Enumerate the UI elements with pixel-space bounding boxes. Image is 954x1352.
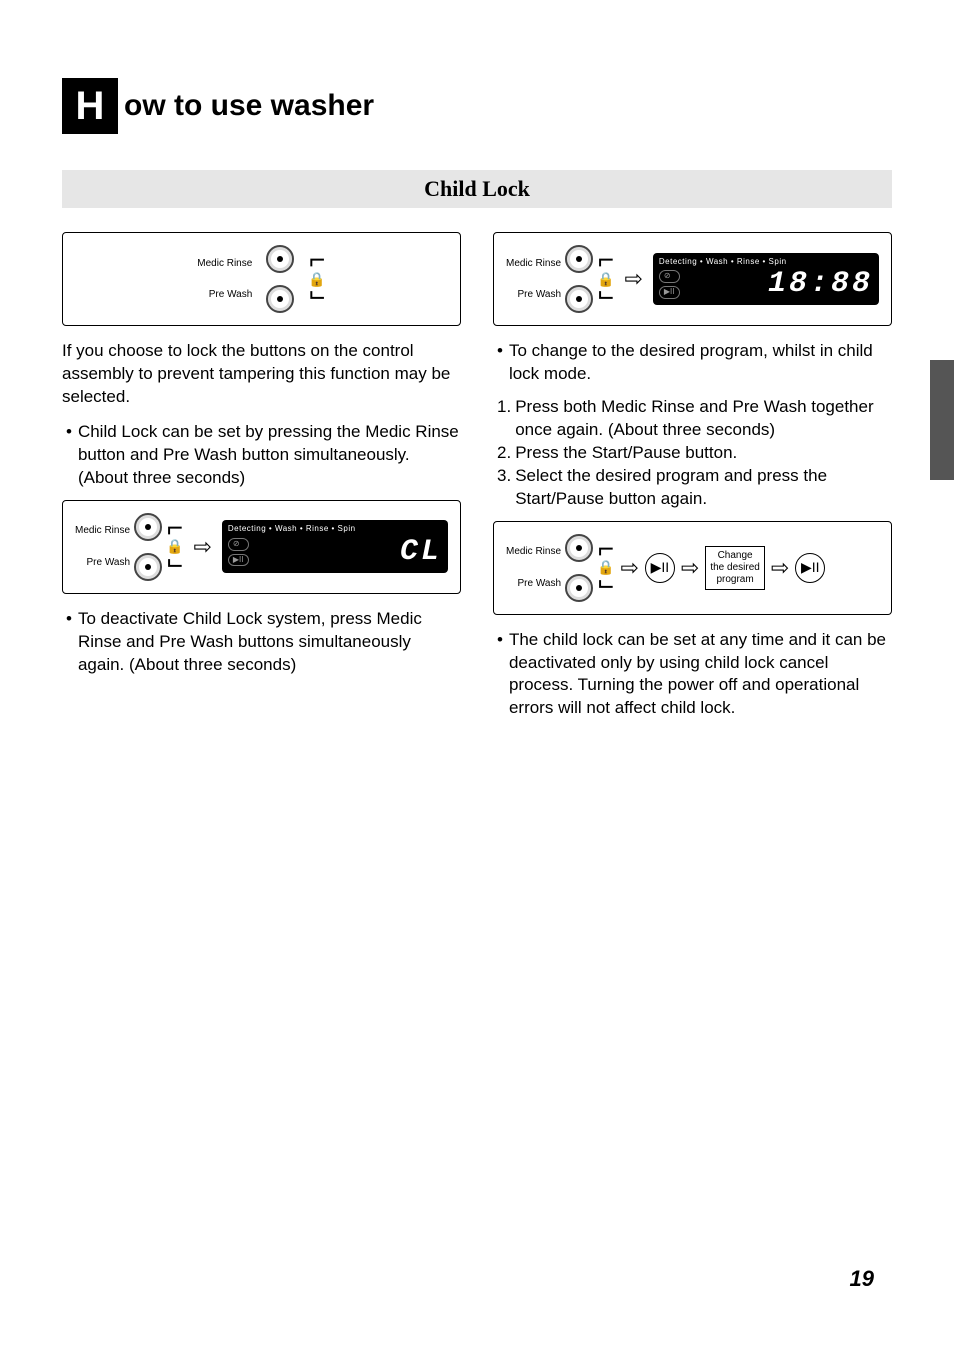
bullet-deactivate: • To deactivate Child Lock system, press…	[62, 608, 461, 677]
bracket-bot: ⌐	[167, 556, 183, 576]
step-3-text: Select the desired program and press the…	[515, 465, 892, 511]
figure-buttons-to-cl: Medic Rinse Pre Wash ⌐ 🔒 ⌐ ⇨ Detec	[62, 500, 461, 594]
display-mini-icons: ⊘ ▶II	[228, 538, 249, 567]
label-medic-rinse: Medic Rinse	[197, 257, 252, 271]
arrow-icon: ⇨	[193, 532, 211, 562]
button-stack	[134, 513, 162, 581]
arrow-icon: ⇨	[681, 553, 699, 583]
display-panel-time: Detecting • Wash • Rinse • Spin ⊘ ▶II 18…	[653, 253, 879, 306]
step-number: 3.	[497, 465, 511, 511]
play-icon: ▶II	[228, 554, 249, 567]
medic-rinse-button-icon	[266, 245, 294, 273]
section-subtitle: Child Lock	[62, 170, 892, 208]
step-1: 1. Press both Medic Rinse and Pre Wash t…	[497, 396, 892, 442]
display-mini-icons: ⊘ ▶II	[659, 270, 680, 299]
change-program-box: Change the desired program	[705, 546, 764, 590]
bracket-top: ⌐	[598, 250, 614, 270]
bullet-change-intro: • To change to the desired program, whil…	[493, 340, 892, 386]
page-number: 19	[850, 1266, 874, 1292]
bracket-bot: ⌐	[598, 288, 614, 308]
display-status-line: Detecting • Wash • Rinse • Spin	[659, 257, 873, 268]
arrow-icon: ⇨	[624, 264, 642, 294]
bracket-top: ⌐	[167, 518, 183, 538]
label-pre-wash: Pre Wash	[87, 556, 131, 570]
button-stack	[565, 245, 593, 313]
label-pre-wash: Pre Wash	[209, 288, 253, 302]
bullet-change-intro-text: To change to the desired program, whilst…	[509, 340, 892, 386]
label-pre-wash: Pre Wash	[518, 288, 562, 302]
bullet-dot: •	[66, 421, 72, 490]
bullet-dot: •	[66, 608, 72, 677]
label-medic-rinse: Medic Rinse	[506, 545, 561, 559]
arrow-icon: ⇨	[620, 553, 638, 583]
step-number: 1.	[497, 396, 511, 442]
pre-wash-button-icon	[266, 285, 294, 313]
fig-btn-group: Medic Rinse Pre Wash ⌐ 🔒 ⌐	[506, 245, 614, 313]
bullet-note: • The child lock can be set at any time …	[493, 629, 892, 721]
page-title-row: H ow to use washer	[62, 78, 892, 134]
fig-btn-group: Medic Rinse Pre Wash ⌐ 🔒 ⌐	[506, 534, 614, 602]
bracket-bot: ⌐	[598, 577, 614, 597]
manual-page: H ow to use washer Child Lock Medic Rins…	[0, 0, 954, 1352]
change-line-1: Change	[710, 550, 759, 562]
step-number: 2.	[497, 442, 511, 465]
bracket-bot: ⌐	[309, 288, 325, 308]
display-cl-text: CL	[257, 537, 442, 567]
figure-buttons-to-time: Medic Rinse Pre Wash ⌐ 🔒 ⌐ ⇨ Detec	[493, 232, 892, 326]
side-index-tab	[930, 360, 954, 480]
bullet-set: • Child Lock can be set by pressing the …	[62, 421, 461, 490]
display-status-line: Detecting • Wash • Rinse • Spin	[228, 524, 442, 535]
pre-wash-button-icon	[134, 553, 162, 581]
arrow-icon: ⇨	[771, 553, 789, 583]
start-pause-press-icon: ▶II	[645, 553, 675, 583]
pre-wash-button-icon	[565, 574, 593, 602]
start-pause-press-icon: ▶II	[795, 553, 825, 583]
right-column: Medic Rinse Pre Wash ⌐ 🔒 ⌐ ⇨ Detec	[493, 232, 892, 730]
label-medic-rinse: Medic Rinse	[506, 257, 561, 271]
play-icon: ▶II	[659, 286, 680, 299]
bullet-dot: •	[497, 629, 503, 721]
label-pre-wash: Pre Wash	[518, 577, 562, 591]
bullet-dot: •	[497, 340, 503, 386]
change-line-3: program	[710, 574, 759, 586]
pre-wash-button-icon	[565, 285, 593, 313]
change-line-2: the desired	[710, 562, 759, 574]
step-2: 2. Press the Start/Pause button.	[497, 442, 892, 465]
bracket-top: ⌐	[309, 250, 325, 270]
bullet-set-text: Child Lock can be set by pressing the Me…	[78, 421, 461, 490]
button-stack	[266, 245, 294, 313]
medic-rinse-button-icon	[134, 513, 162, 541]
dropcap: H	[62, 78, 118, 134]
button-stack	[565, 534, 593, 602]
bracket-top: ⌐	[598, 539, 614, 559]
medic-rinse-button-icon	[565, 245, 593, 273]
step-3: 3. Select the desired program and press …	[497, 465, 892, 511]
key-icon: ⊘	[659, 270, 680, 283]
title-rest: ow to use washer	[124, 89, 374, 123]
bullet-note-text: The child lock can be set at any time an…	[509, 629, 892, 721]
display-panel-cl: Detecting • Wash • Rinse • Spin ⊘ ▶II CL	[222, 520, 448, 573]
numbered-steps: 1. Press both Medic Rinse and Pre Wash t…	[493, 396, 892, 511]
step-1-text: Press both Medic Rinse and Pre Wash toge…	[515, 396, 892, 442]
step-2-text: Press the Start/Pause button.	[515, 442, 737, 465]
key-icon: ⊘	[228, 538, 249, 551]
two-column-layout: Medic Rinse Pre Wash ⌐ 🔒 ⌐ If you choose…	[62, 232, 892, 730]
medic-rinse-button-icon	[565, 534, 593, 562]
left-column: Medic Rinse Pre Wash ⌐ 🔒 ⌐ If you choose…	[62, 232, 461, 730]
figure-buttons-simple: Medic Rinse Pre Wash ⌐ 🔒 ⌐	[62, 232, 461, 326]
intro-text: If you choose to lock the buttons on the…	[62, 340, 461, 409]
fig-btn-group: Medic Rinse Pre Wash ⌐ 🔒 ⌐	[75, 513, 183, 581]
label-medic-rinse: Medic Rinse	[75, 524, 130, 538]
display-time-text: 18:88	[688, 269, 873, 299]
figure-change-program-flow: Medic Rinse Pre Wash ⌐ 🔒 ⌐ ⇨ ▶II ⇨	[493, 521, 892, 615]
bullet-deactivate-text: To deactivate Child Lock system, press M…	[78, 608, 461, 677]
